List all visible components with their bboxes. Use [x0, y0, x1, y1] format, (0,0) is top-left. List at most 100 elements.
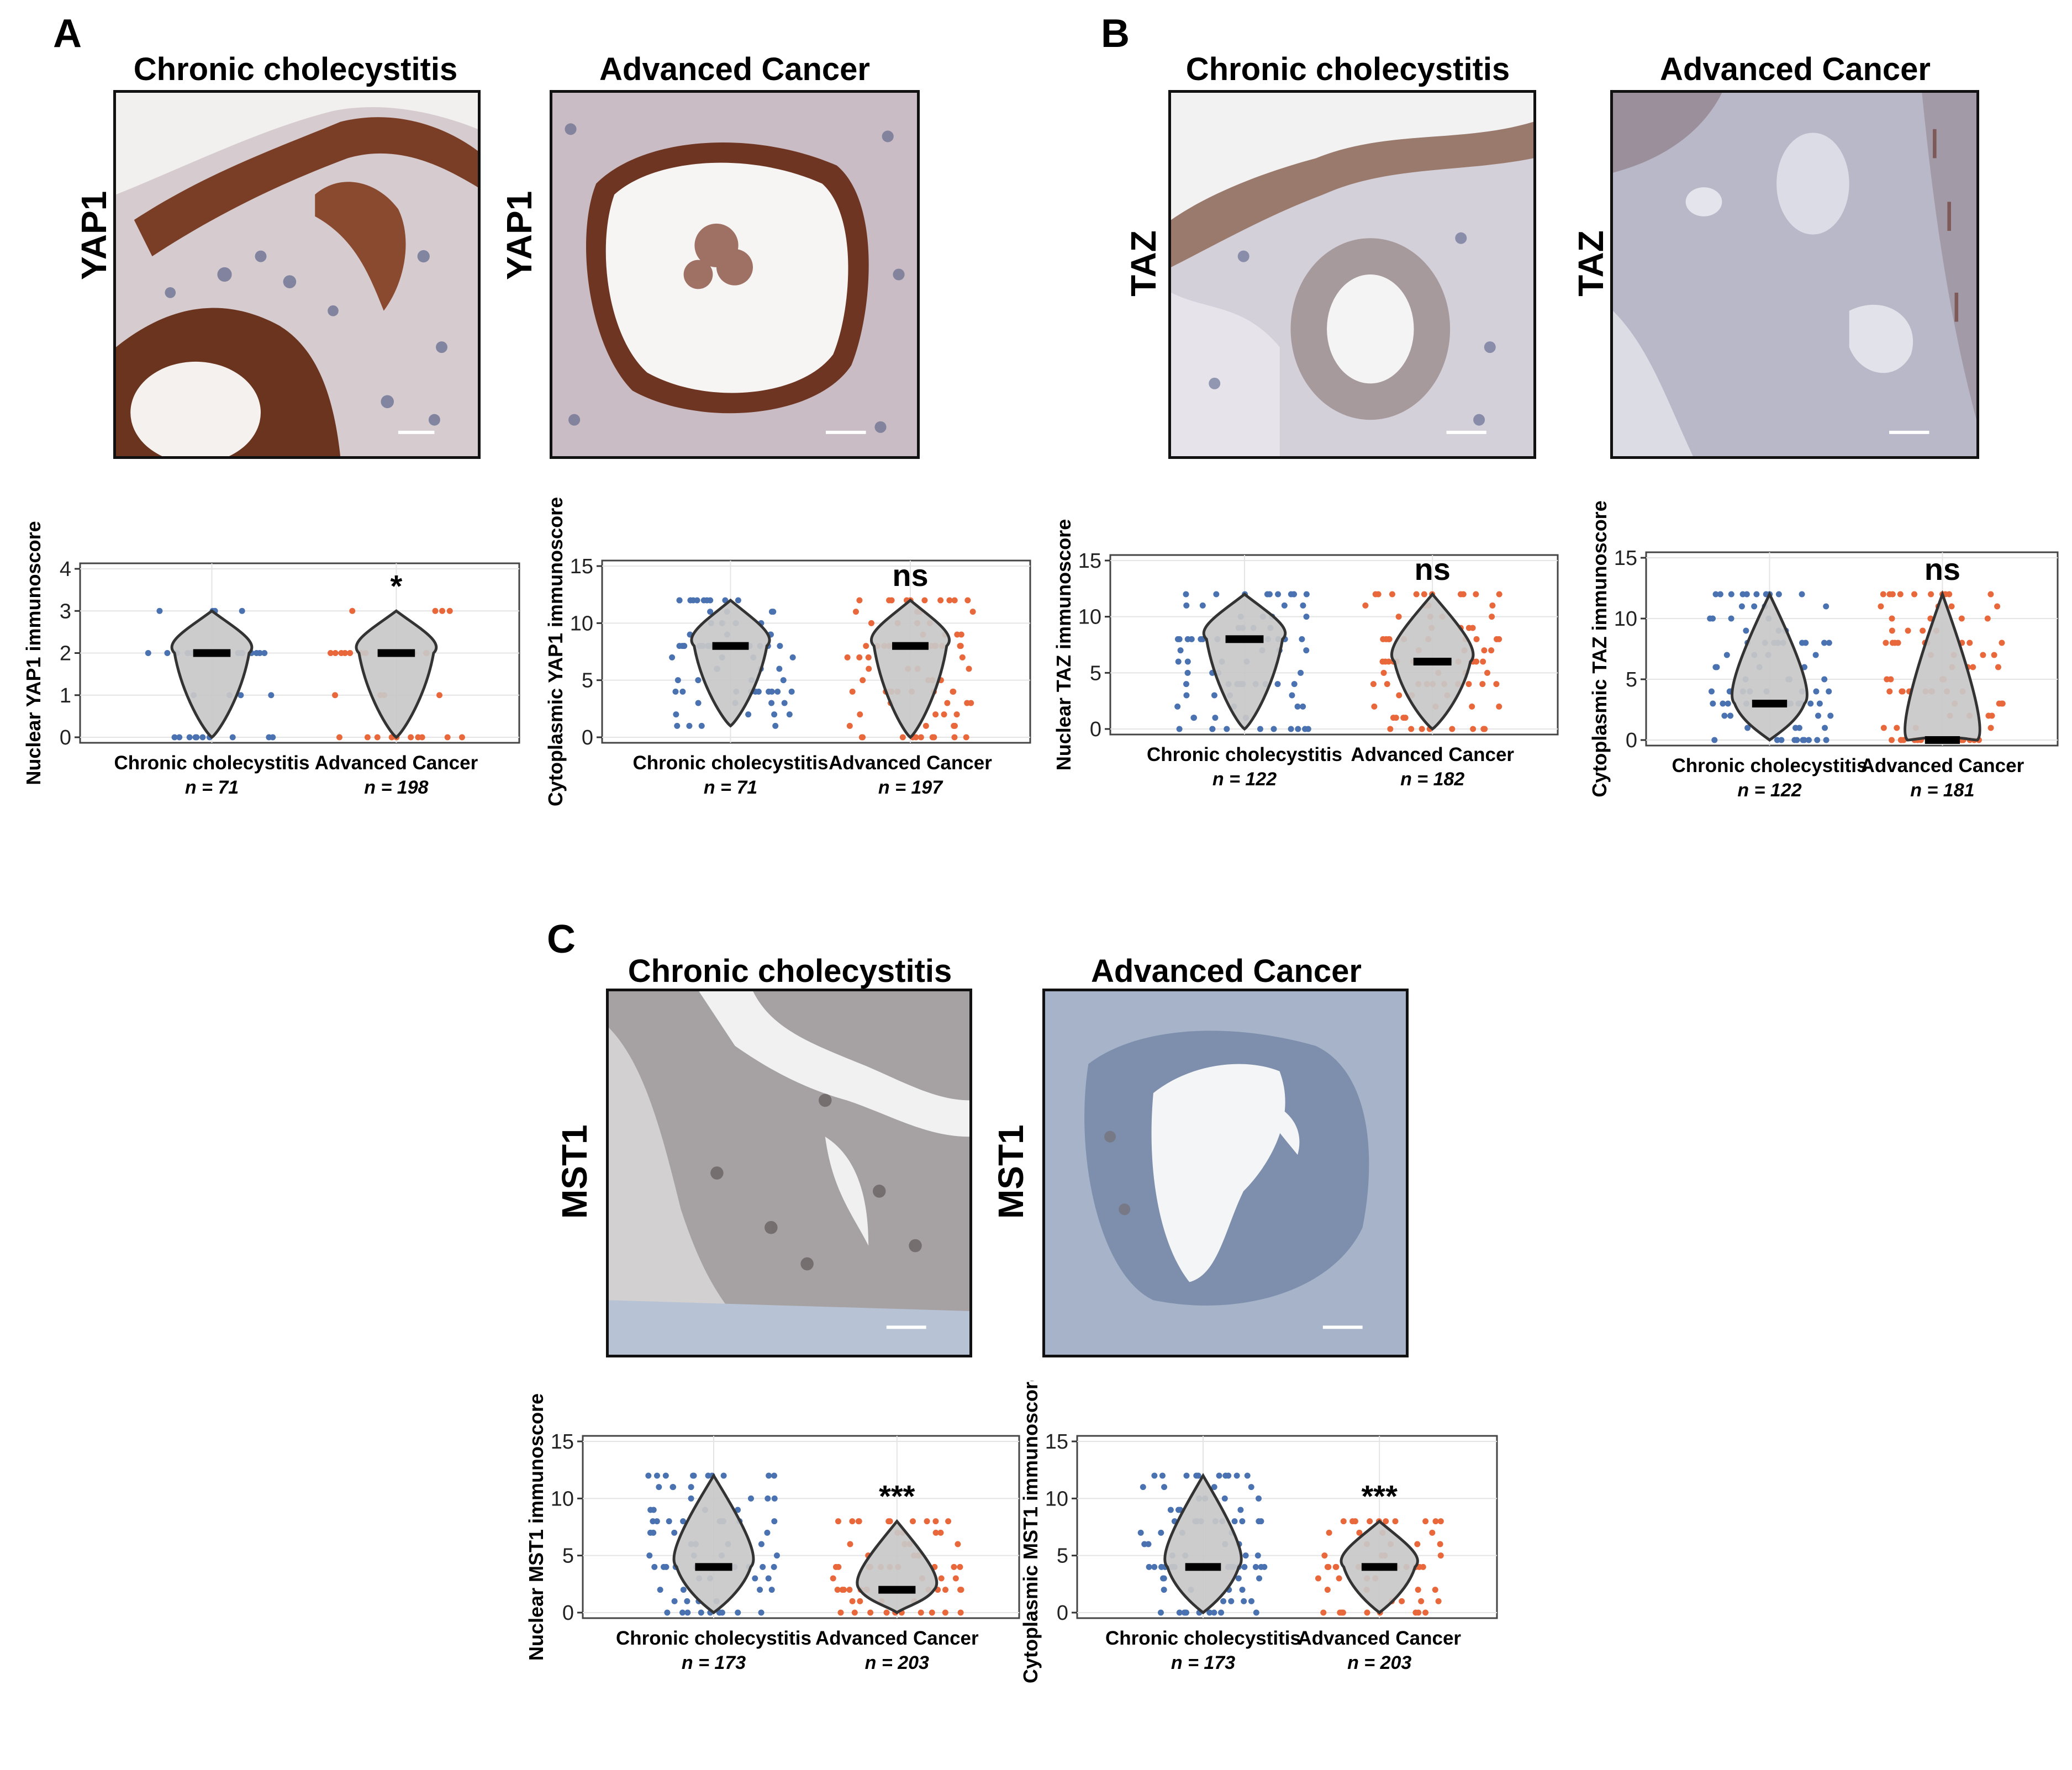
- data-point: [1778, 737, 1785, 743]
- panel-a-right-marker: YAP1: [499, 191, 539, 280]
- data-point: [958, 631, 964, 638]
- data-point: [1717, 591, 1723, 598]
- data-point: [671, 1529, 678, 1536]
- data-point: [766, 688, 772, 695]
- data-point: [1889, 737, 1895, 743]
- data-point: [1801, 737, 1807, 743]
- data-point: [1488, 647, 1495, 654]
- data-point: [1494, 636, 1500, 642]
- data-point: [672, 688, 679, 695]
- y-tick-label: 10: [1045, 1487, 1068, 1510]
- data-point: [261, 650, 268, 656]
- data-point: [1220, 1598, 1227, 1604]
- violin-1: [170, 609, 254, 739]
- data-point: [1966, 640, 1973, 646]
- median-bar-2: [377, 649, 415, 657]
- y-tick-label: 0: [1057, 1602, 1068, 1625]
- panel-b-right-marker: TAZ: [1571, 230, 1611, 297]
- data-point: [1897, 737, 1904, 743]
- data-point: [1228, 1598, 1235, 1604]
- data-point: [662, 1472, 669, 1479]
- data-point: [676, 643, 683, 649]
- data-point: [1739, 591, 1746, 598]
- data-point: [1429, 1529, 1436, 1536]
- data-point: [910, 1518, 916, 1525]
- data-point: [1496, 703, 1502, 710]
- data-point: [1352, 1518, 1358, 1525]
- data-point: [932, 1529, 939, 1536]
- data-point: [937, 1529, 944, 1536]
- data-point: [1891, 640, 1898, 646]
- data-point: [674, 677, 681, 684]
- data-point: [1728, 591, 1734, 598]
- median-bar-1: [695, 1563, 732, 1571]
- y-tick-label: 0: [1626, 729, 1637, 752]
- median-bar-1: [1225, 635, 1264, 643]
- n-label-1: n = 71: [185, 777, 239, 798]
- n-label-2: n = 181: [1910, 780, 1974, 801]
- data-point: [1987, 725, 1994, 731]
- data-point: [374, 734, 381, 741]
- panel-c-left-marker: MST1: [555, 1124, 594, 1219]
- data-point: [747, 1495, 754, 1502]
- data-point: [942, 1609, 948, 1616]
- plot-area: [1109, 554, 1559, 736]
- violin-1: [1163, 1473, 1243, 1615]
- panel-a-right-title: Advanced Cancer: [599, 51, 870, 87]
- data-point: [1375, 591, 1382, 598]
- data-point: [1151, 1563, 1158, 1570]
- micrograph-c-cancer: [1042, 989, 1409, 1357]
- data-point: [781, 700, 788, 706]
- data-point: [1400, 715, 1407, 721]
- data-point: [1894, 725, 1900, 731]
- panel-letter-c: C: [547, 917, 576, 961]
- category-label-1: Chronic cholecystitis: [1147, 744, 1342, 765]
- data-point: [1211, 692, 1217, 699]
- data-point: [669, 654, 676, 661]
- violin-2: [869, 598, 951, 739]
- panel-b-left-marker: TAZ: [1124, 230, 1163, 297]
- violin-1: [1731, 591, 1809, 742]
- data-point: [1290, 591, 1297, 598]
- y-axis-label: Nuclear MST1 immunoscore: [525, 1393, 547, 1661]
- data-point: [774, 688, 781, 695]
- data-point: [1274, 681, 1281, 688]
- data-point: [1479, 681, 1486, 688]
- data-point: [858, 734, 865, 741]
- data-point: [1140, 1484, 1146, 1491]
- y-tick-label: 0: [60, 726, 71, 749]
- data-point: [1421, 591, 1427, 598]
- data-point: [1822, 725, 1828, 731]
- data-point: [1396, 692, 1403, 699]
- data-point: [1805, 737, 1812, 743]
- data-point: [253, 650, 260, 656]
- data-point: [1305, 726, 1311, 732]
- data-point: [1211, 1484, 1217, 1491]
- data-point: [1356, 1529, 1363, 1536]
- data-point: [342, 650, 349, 656]
- data-point: [844, 654, 851, 661]
- data-point: [1826, 688, 1832, 695]
- data-point: [1999, 640, 2005, 646]
- data-point: [860, 677, 866, 684]
- violin-1: [690, 598, 771, 728]
- data-point: [837, 1609, 844, 1616]
- category-label-1: Chronic cholecystitis: [616, 1628, 811, 1649]
- data-point: [1995, 664, 2001, 670]
- data-point: [1264, 591, 1270, 598]
- data-point: [705, 1472, 711, 1479]
- data-point: [929, 734, 936, 741]
- data-point: [688, 1484, 694, 1491]
- data-point: [1710, 700, 1716, 707]
- data-point: [952, 1575, 959, 1582]
- data-point: [408, 734, 414, 741]
- data-point: [676, 597, 683, 604]
- y-axis-label: Cytoplasmic TAZ immunoscore: [1588, 500, 1611, 797]
- data-point: [1337, 1609, 1343, 1616]
- data-point: [883, 1609, 890, 1616]
- data-point: [650, 1529, 657, 1536]
- y-tick-label: 5: [582, 669, 593, 693]
- y-tick-label: 5: [1057, 1545, 1068, 1568]
- data-point: [1177, 647, 1184, 654]
- data-point: [1371, 703, 1378, 710]
